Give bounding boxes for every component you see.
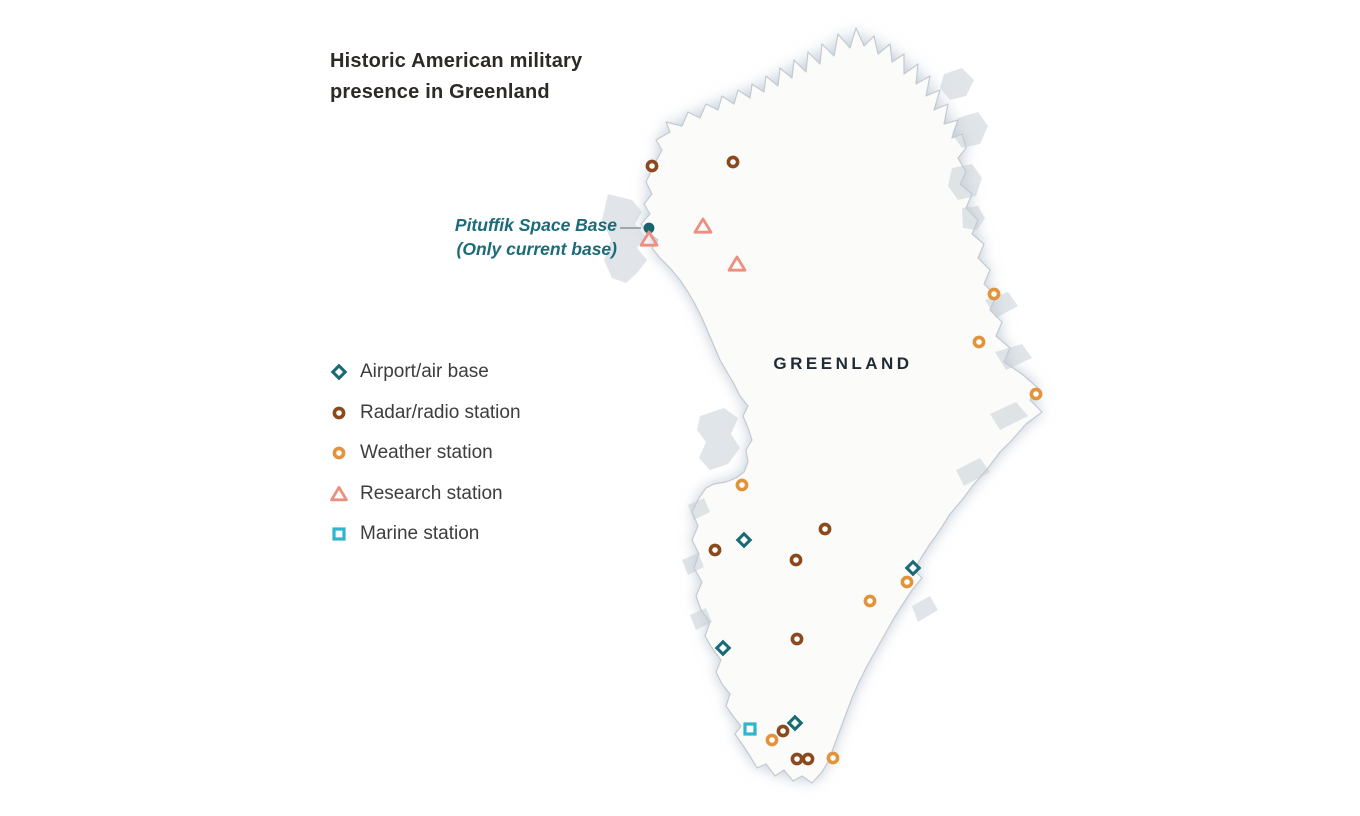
weather-circle-icon [332, 446, 346, 460]
marker-airport [735, 531, 753, 549]
marker-weather [765, 733, 779, 747]
marker-weather [1029, 387, 1043, 401]
marker-research [693, 217, 713, 234]
island-shape [962, 206, 985, 230]
airport-diamond-icon [330, 363, 348, 381]
greenland-label: GREENLAND [773, 354, 913, 373]
marker-weather [826, 751, 840, 765]
island-shape [940, 68, 974, 100]
legend-label-airport: Airport/air base [360, 361, 489, 383]
island-shape [690, 608, 712, 630]
marker-radar [790, 752, 804, 766]
marker-weather [987, 287, 1001, 301]
marker-radar [726, 155, 740, 169]
marker-marine [743, 722, 757, 736]
legend-label-research: Research station [360, 482, 503, 504]
legend-item-weather: Weather station [329, 433, 521, 474]
marker-weather [900, 575, 914, 589]
legend-label-radar: Radar/radio station [360, 401, 521, 423]
marker-airport [904, 559, 922, 577]
marker-current_base [643, 222, 655, 234]
legend-item-research: Research station [329, 474, 521, 515]
legend-label-weather: Weather station [360, 442, 493, 464]
legend: Airport/air base Radar/radio station Wea… [329, 352, 521, 555]
marker-radar [801, 752, 815, 766]
island-shape [697, 408, 740, 470]
island-shape [602, 194, 647, 283]
legend-item-airport: Airport/air base [329, 352, 521, 393]
offshore-islands [602, 68, 1032, 630]
island-shape [956, 458, 990, 486]
marker-weather [863, 594, 877, 608]
marker-weather [972, 335, 986, 349]
marker-research [727, 255, 747, 272]
island-shape [995, 344, 1032, 370]
map-markers [639, 155, 1043, 766]
island-shape [990, 402, 1028, 430]
marker-weather [735, 478, 749, 492]
island-shape [912, 596, 938, 622]
research-triangle-icon [330, 485, 348, 501]
marker-radar [790, 632, 804, 646]
marker-airport [714, 639, 732, 657]
island-shape [952, 112, 988, 148]
radar-circle-icon [332, 406, 346, 420]
marker-radar [818, 522, 832, 536]
island-shape [682, 553, 704, 575]
chart-title: Historic American military presence in G… [330, 50, 583, 103]
marker-research [639, 230, 659, 247]
island-shape [688, 498, 710, 520]
pituffik-annotation: Pituffik Space Base (Only current base) [347, 213, 617, 261]
island-shape [948, 164, 982, 200]
marker-radar [645, 159, 659, 173]
marker-radar [708, 543, 722, 557]
marine-square-icon [332, 527, 346, 541]
legend-item-radar: Radar/radio station [329, 393, 521, 434]
pituffik-annotation-line2: (Only current base) [456, 239, 617, 259]
pituffik-annotation-line1: Pituffik Space Base [454, 215, 617, 235]
marker-radar [789, 553, 803, 567]
legend-item-marine: Marine station [329, 514, 521, 555]
marker-airport [786, 714, 804, 732]
marker-radar [776, 724, 790, 738]
legend-label-marine: Marine station [360, 523, 480, 545]
greenland-landmass [640, 27, 1043, 784]
